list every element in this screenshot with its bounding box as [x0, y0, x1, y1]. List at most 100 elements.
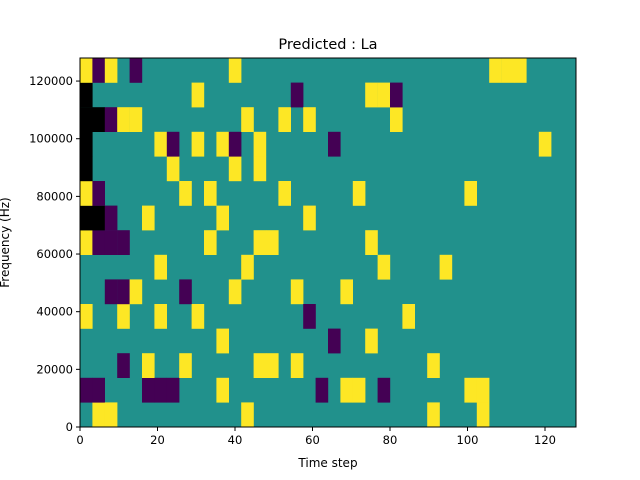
heatmap-cell	[439, 254, 453, 280]
heatmap-cell	[340, 279, 353, 305]
heatmap-cell	[464, 377, 477, 403]
heatmap-cell	[166, 377, 180, 403]
heatmap-cell	[80, 205, 93, 231]
heatmap-cell	[129, 58, 143, 83]
y-axis: 0 20000 40000 60000 80000 100000 120000	[29, 74, 80, 434]
heatmap-cell	[204, 181, 217, 206]
heatmap-cell	[476, 402, 490, 428]
x-tick-label: 80	[383, 433, 398, 447]
heatmap-cell	[228, 156, 242, 182]
heatmap-cell	[154, 304, 167, 329]
heatmap-cell	[303, 107, 316, 132]
heatmap-cell	[278, 107, 291, 132]
heatmap-cell	[191, 131, 205, 157]
heatmap-cell	[166, 131, 180, 157]
heatmap-cell	[303, 304, 316, 329]
heatmap-cell	[104, 402, 118, 428]
heatmap-cell	[166, 156, 180, 182]
heatmap-cell	[352, 377, 366, 403]
heatmap-cell	[80, 131, 93, 157]
heatmap-cell	[92, 230, 105, 255]
heatmap-cell	[142, 377, 155, 403]
heatmap-cell	[80, 82, 93, 108]
heatmap-cell	[228, 58, 242, 83]
heatmap-cell	[228, 279, 242, 305]
heatmap-cell	[154, 254, 167, 280]
heatmap-cell	[476, 377, 490, 403]
heatmap-cell	[290, 279, 304, 305]
y-tick-label: 120000	[29, 74, 73, 88]
heatmap-cell	[129, 279, 143, 305]
heatmap-cell	[390, 82, 403, 108]
y-tick-label: 60000	[36, 247, 73, 261]
heatmap-cell	[340, 377, 353, 403]
heatmap-cell	[377, 377, 391, 403]
plot-area	[80, 58, 576, 428]
heatmap-cell	[514, 58, 527, 83]
x-tick-label: 20	[150, 433, 165, 447]
heatmap-cell	[489, 58, 502, 83]
heatmap-cell	[365, 82, 378, 108]
heatmap-cell	[204, 230, 217, 255]
heatmap-cell	[290, 353, 304, 378]
heatmap-cell	[216, 205, 229, 231]
heatmap-cell	[266, 230, 279, 255]
x-tick-label: 0	[76, 433, 83, 447]
heatmap-cell	[142, 205, 155, 231]
heatmap-cell	[253, 353, 267, 378]
x-tick-label: 40	[228, 433, 243, 447]
heatmap-cell	[92, 58, 105, 83]
heatmap-cell	[117, 107, 130, 132]
heatmap-cell	[216, 377, 229, 403]
heatmap-cell	[402, 304, 415, 329]
heatmap-cell	[154, 131, 167, 157]
heatmap-cell	[104, 230, 118, 255]
heatmap-cell	[365, 328, 378, 354]
heatmap-cell	[253, 156, 267, 182]
heatmap-cell	[427, 353, 440, 378]
y-axis-label: Frequency (Hz)	[0, 197, 12, 288]
y-tick-label: 100000	[29, 132, 73, 146]
heatmap-cell	[241, 107, 254, 132]
heatmap-cell	[142, 353, 155, 378]
x-tick-label: 100	[457, 433, 479, 447]
heatmap-cell	[104, 279, 118, 305]
heatmap-cell	[80, 58, 93, 83]
heatmap-cell	[191, 82, 205, 108]
heatmap-cell	[104, 107, 118, 132]
heatmap-cell	[216, 131, 229, 157]
heatmap-cell	[154, 377, 167, 403]
heatmap-cell	[303, 205, 316, 231]
plot-frame	[79, 57, 577, 428]
heatmap-cell	[80, 304, 93, 329]
heatmap-cell	[104, 58, 118, 83]
heatmap-cell	[179, 353, 192, 378]
heatmap-cell	[390, 107, 403, 132]
heatmap-cell	[290, 82, 304, 108]
heatmap-cell	[80, 230, 93, 255]
heatmap-cell	[253, 230, 267, 255]
heatmap-cell	[191, 304, 205, 329]
heatmap-cell	[179, 181, 192, 206]
heatmap-cell	[328, 131, 341, 157]
heatmap-cell	[216, 328, 229, 354]
x-tick-label: 120	[534, 433, 556, 447]
heatmap-cell	[464, 181, 477, 206]
heatmap-cell	[80, 156, 93, 182]
heatmap-cell	[365, 230, 378, 255]
heatmap-cell	[129, 107, 143, 132]
heatmap-cell	[228, 131, 242, 157]
heatmap-cell	[179, 279, 192, 305]
y-tick-label: 40000	[36, 305, 73, 319]
heatmap-cell	[92, 402, 105, 428]
heatmap-cell	[278, 181, 291, 206]
y-tick-label: 0	[66, 420, 73, 434]
x-axis: 0 20 40 60 80 100 120	[76, 427, 556, 447]
heatmap-cell	[92, 107, 105, 132]
heatmap-cell	[377, 254, 391, 280]
x-axis-label: Time step	[297, 456, 357, 470]
heatmap-cell	[92, 377, 105, 403]
heatmap-cell	[352, 181, 366, 206]
heatmap-cell	[538, 131, 552, 157]
heatmap-cell	[328, 328, 341, 354]
